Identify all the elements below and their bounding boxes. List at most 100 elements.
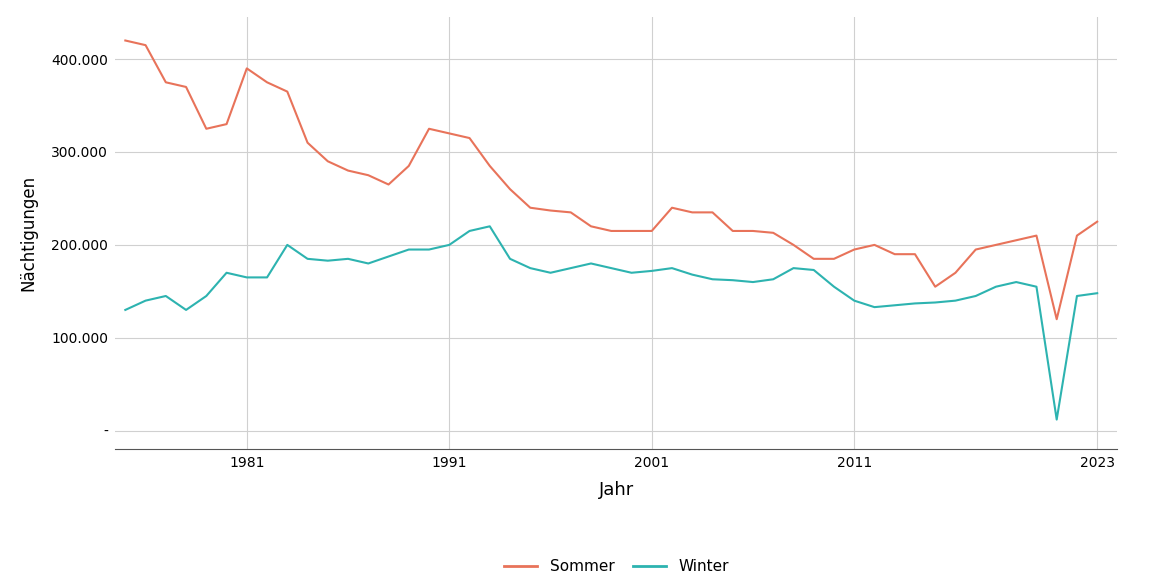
X-axis label: Jahr: Jahr: [599, 482, 634, 499]
Winter: [888, 302, 902, 309]
Winter: [584, 260, 598, 267]
Sommer: [624, 228, 638, 234]
Winter: [260, 274, 274, 281]
Sommer: [199, 126, 213, 132]
Winter: [787, 264, 801, 271]
Winter: [341, 255, 355, 262]
Winter: [220, 270, 234, 276]
Winter: [908, 300, 922, 307]
Winter: [827, 283, 841, 290]
Winter: [422, 246, 435, 253]
Sommer: [180, 84, 194, 90]
Winter: [563, 264, 577, 271]
Winter: [705, 276, 719, 283]
Sommer: [563, 209, 577, 216]
Winter: [503, 255, 517, 262]
Sommer: [1090, 218, 1104, 225]
Winter: [665, 264, 679, 271]
Sommer: [402, 162, 416, 169]
Winter: [726, 276, 740, 283]
Winter: [402, 246, 416, 253]
Legend: Sommer, Winter: Sommer, Winter: [498, 552, 735, 576]
Winter: [523, 264, 537, 271]
Winter: [280, 241, 294, 248]
Sommer: [422, 126, 435, 132]
Sommer: [1009, 237, 1023, 244]
Winter: [119, 306, 132, 313]
Winter: [362, 260, 376, 267]
Sommer: [605, 228, 619, 234]
Sommer: [806, 255, 820, 262]
Sommer: [442, 130, 456, 137]
Sommer: [990, 241, 1003, 248]
Winter: [624, 270, 638, 276]
Sommer: [969, 246, 983, 253]
Sommer: [787, 241, 801, 248]
Winter: [483, 223, 497, 230]
Winter: [1070, 293, 1084, 300]
Sommer: [867, 241, 881, 248]
Line: Winter: Winter: [126, 226, 1097, 419]
Line: Sommer: Sommer: [126, 40, 1097, 319]
Winter: [1030, 283, 1044, 290]
Sommer: [746, 228, 760, 234]
Sommer: [1070, 232, 1084, 239]
Winter: [544, 270, 558, 276]
Sommer: [888, 251, 902, 257]
Sommer: [483, 162, 497, 169]
Sommer: [301, 139, 314, 146]
Sommer: [584, 223, 598, 230]
Sommer: [503, 185, 517, 192]
Sommer: [908, 251, 922, 257]
Sommer: [685, 209, 699, 216]
Sommer: [321, 158, 335, 165]
Sommer: [240, 65, 253, 72]
Winter: [969, 293, 983, 300]
Winter: [321, 257, 335, 264]
Sommer: [726, 228, 740, 234]
Winter: [159, 293, 173, 300]
Winter: [138, 297, 152, 304]
Sommer: [827, 255, 841, 262]
Sommer: [381, 181, 395, 188]
Winter: [990, 283, 1003, 290]
Sommer: [929, 283, 942, 290]
Sommer: [463, 135, 477, 142]
Winter: [645, 267, 659, 274]
Winter: [180, 306, 194, 313]
Sommer: [341, 167, 355, 174]
Winter: [463, 228, 477, 234]
Winter: [948, 297, 962, 304]
Sommer: [766, 229, 780, 236]
Winter: [867, 304, 881, 310]
Sommer: [544, 207, 558, 214]
Winter: [1009, 279, 1023, 286]
Sommer: [523, 204, 537, 211]
Winter: [685, 271, 699, 278]
Winter: [848, 297, 862, 304]
Sommer: [948, 270, 962, 276]
Winter: [746, 279, 760, 286]
Sommer: [260, 79, 274, 86]
Winter: [929, 299, 942, 306]
Winter: [766, 276, 780, 283]
Sommer: [362, 172, 376, 179]
Y-axis label: Nächtigungen: Nächtigungen: [20, 175, 37, 291]
Winter: [605, 264, 619, 271]
Sommer: [159, 79, 173, 86]
Sommer: [645, 228, 659, 234]
Sommer: [1030, 232, 1044, 239]
Sommer: [138, 41, 152, 48]
Winter: [1090, 290, 1104, 297]
Sommer: [848, 246, 862, 253]
Winter: [442, 241, 456, 248]
Sommer: [1049, 316, 1063, 323]
Winter: [301, 255, 314, 262]
Sommer: [665, 204, 679, 211]
Sommer: [220, 120, 234, 127]
Winter: [240, 274, 253, 281]
Sommer: [280, 88, 294, 95]
Winter: [1049, 416, 1063, 423]
Winter: [806, 267, 820, 274]
Sommer: [119, 37, 132, 44]
